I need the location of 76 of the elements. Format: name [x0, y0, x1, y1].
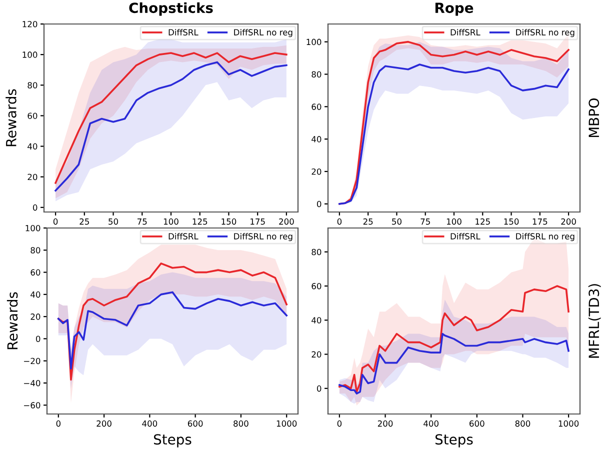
y-tick-label: 0: [316, 200, 322, 208]
x-tick-label: 150: [222, 218, 236, 225]
x-tick-label: 150: [504, 218, 519, 225]
legend-label: DiffSRL no reg: [516, 233, 574, 242]
y-tick-label: 80: [28, 82, 38, 88]
x-tick-label: 400: [424, 420, 438, 427]
y-tick-label: 100: [22, 52, 38, 58]
x-tick-label: 75: [138, 218, 147, 225]
x-tick-label: 25: [80, 218, 89, 225]
legend-label: DiffSRL no reg: [234, 233, 292, 242]
x-tick-label: 0: [53, 218, 58, 225]
line-series: [58, 291, 288, 370]
y-tick-label: 20: [28, 174, 38, 180]
chart-title: Rope: [435, 2, 474, 16]
x-tick-label: 100: [446, 218, 462, 225]
x-tick-label: 100: [164, 218, 178, 225]
x-tick-label: 1000: [558, 420, 579, 427]
y-axis-title: Rewards: [6, 292, 18, 350]
legend-label: DiffSRL no reg: [516, 29, 574, 38]
chart-title: Chopsticks: [129, 2, 213, 16]
x-tick-label: 125: [192, 218, 208, 225]
text: MFRL(TD3): [588, 284, 601, 358]
y-tick-label: 40: [28, 143, 38, 150]
y-axis-title: Rewards: [6, 89, 16, 146]
legend-label: DiffSRL no reg: [234, 29, 292, 38]
y-tick-label: −40: [24, 380, 40, 386]
x-tick-label: 200: [279, 218, 294, 225]
y-tick-label: 40: [312, 317, 322, 324]
x-tick-label: 800: [515, 420, 530, 427]
legend-label: DiffSRL: [168, 29, 198, 36]
x-axis-title: Steps: [435, 434, 473, 448]
y-tick-label: 60: [30, 269, 40, 276]
x-tick-label: 75: [420, 218, 430, 225]
x-tick-label: 0: [337, 218, 342, 225]
x-tick-label: 175: [532, 218, 548, 225]
x-tick-label: 175: [250, 218, 265, 225]
y-tick-label: 80: [30, 247, 40, 254]
y-tick-label: 60: [312, 104, 322, 110]
x-tick-label: 50: [392, 218, 402, 225]
x-tick-label: 200: [561, 218, 576, 225]
x-tick-label: 400: [142, 420, 158, 427]
y-tick-label: 20: [30, 314, 40, 320]
y-tick-label: 0: [36, 336, 40, 342]
y-tick-label: 100: [26, 224, 40, 232]
legend-label: DiffSRL: [450, 29, 480, 36]
y-tick-label: 20: [312, 168, 322, 175]
legend-label: DiffSRL: [450, 233, 480, 240]
y-tick-label: 20: [312, 351, 322, 358]
y-tick-label: −20: [24, 358, 40, 364]
line-series: [338, 332, 570, 394]
x-tick-label: 200: [96, 420, 112, 427]
x-tick-label: 200: [378, 420, 393, 427]
y-tick-label: 40: [30, 291, 40, 298]
y-tick-label: −60: [24, 402, 40, 408]
y-tick-label: 60: [28, 112, 38, 119]
y-tick-label: 100: [306, 38, 322, 46]
text: MBPO: [588, 98, 600, 138]
x-tick-label: 600: [188, 420, 203, 427]
legend-label: DiffSRL: [168, 233, 198, 240]
y-tick-label: 120: [22, 20, 38, 28]
y-tick-label: 0: [32, 204, 38, 211]
x-tick-label: 125: [476, 218, 490, 225]
line-series: [338, 285, 570, 393]
y-tick-label: 60: [312, 283, 322, 290]
y-tick-label: 80: [312, 248, 322, 256]
y-tick-label: 80: [312, 71, 322, 78]
x-tick-label: 800: [234, 420, 248, 427]
x-tick-label: 0: [337, 420, 342, 427]
x-axis-title: Steps: [154, 434, 192, 448]
x-tick-label: 50: [108, 218, 118, 225]
x-tick-label: 600: [470, 420, 484, 427]
x-tick-label: 1000: [276, 420, 297, 427]
x-tick-label: 0: [56, 420, 61, 427]
y-tick-label: 0: [316, 385, 322, 392]
y-tick-label: 40: [312, 136, 322, 142]
x-tick-label: 25: [363, 218, 373, 225]
